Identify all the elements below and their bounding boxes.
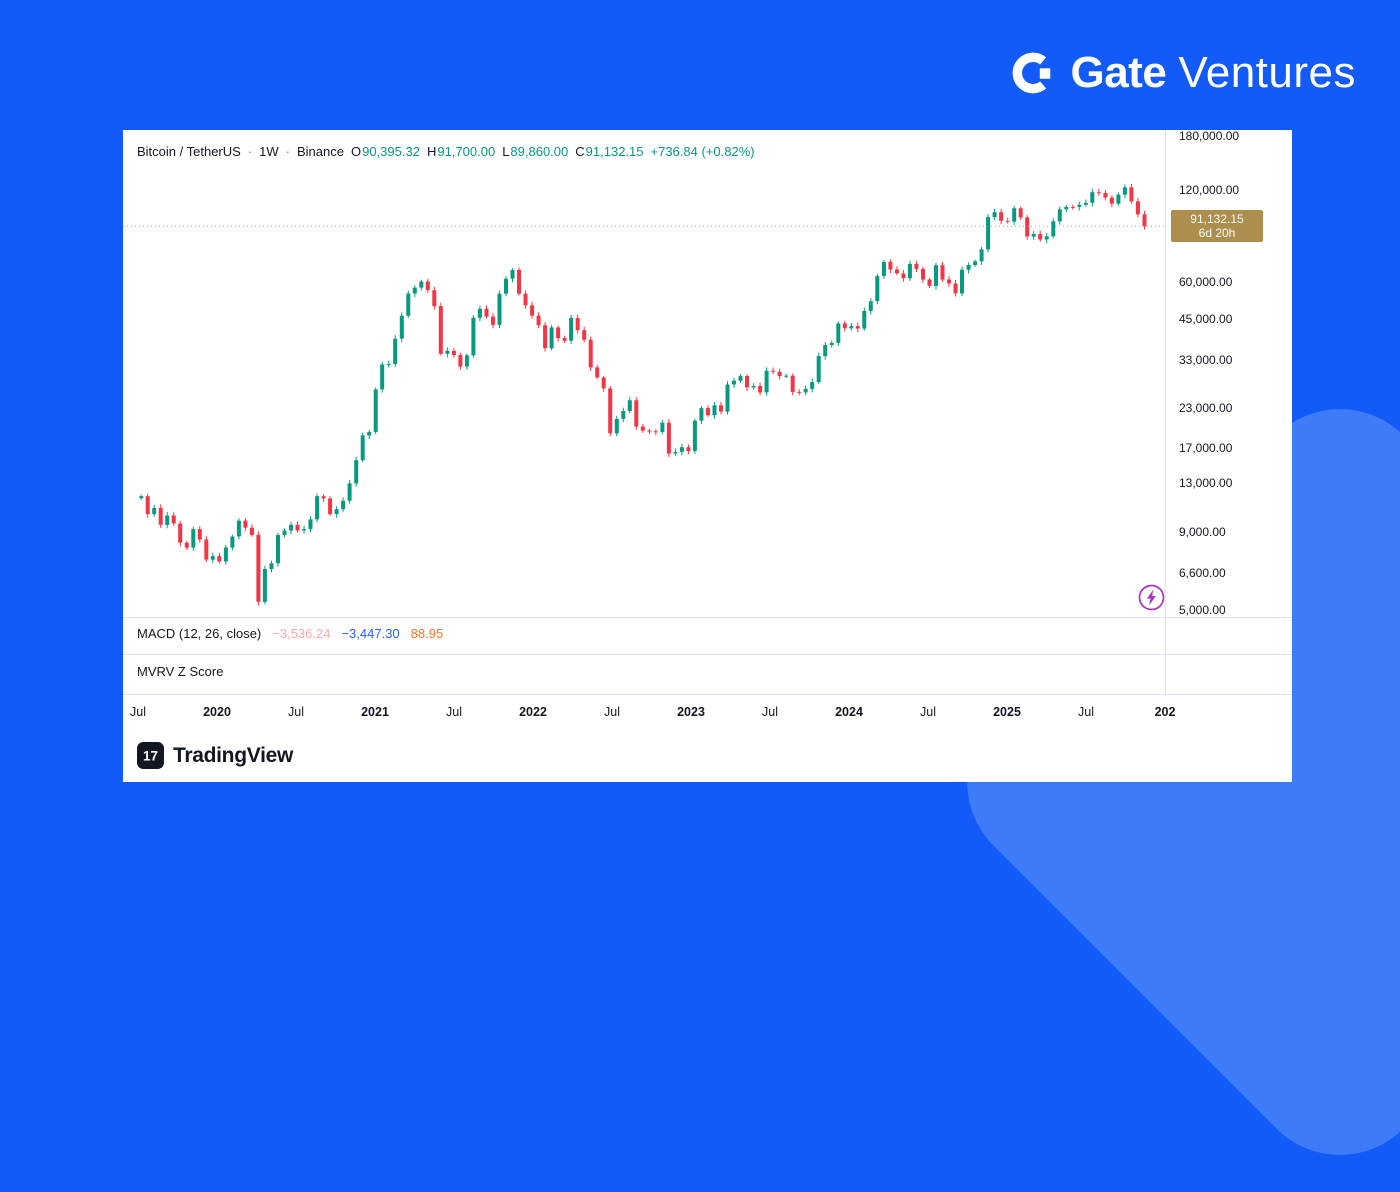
mvrv-status-row[interactable]: MVRV Z Score (137, 664, 223, 679)
time-axis-year-label: 2021 (361, 705, 389, 719)
symbol-legend: Bitcoin / TetherUS · 1W · Binance O90,39… (137, 144, 755, 159)
time-axis-month-label: Jul (604, 705, 620, 719)
tradingview-attribution[interactable]: 17 TradingView (137, 742, 293, 769)
time-axis-month-label: Jul (1078, 705, 1094, 719)
price-axis-label: 33,000.00 (1179, 353, 1233, 367)
time-axis-year-label: 2020 (203, 705, 231, 719)
time-axis-year-label: 2024 (835, 705, 863, 719)
time-axis-year-label: 202 (1154, 705, 1176, 719)
ohlc-close: C91,132.15 (575, 144, 644, 159)
exchange-label: Binance (297, 144, 344, 159)
time-axis-month-label: Jul (920, 705, 936, 719)
price-axis-label: 45,000.00 (1179, 312, 1233, 326)
price-axis-label: 5,000.00 (1179, 603, 1226, 617)
legend-separator: · (285, 144, 290, 159)
interval-label[interactable]: 1W (259, 144, 279, 159)
time-axis-month-label: Jul (762, 705, 778, 719)
price-axis-label: 60,000.00 (1179, 275, 1233, 289)
boost-lightning-icon[interactable] (1138, 584, 1165, 611)
macd-status-row: MACD (12, 26, close) −3,536.24 −3,447.30… (137, 626, 443, 641)
price-axis[interactable]: 91,132.15 6d 20h 180,000.00 120,000.00 60,… (1165, 130, 1292, 695)
price-axis-label: 180,000.00 (1179, 130, 1240, 143)
price-axis-label: 23,000.00 (1179, 401, 1233, 415)
macd-histogram-value: −3,536.24 (272, 626, 331, 641)
time-axis-month-label: Jul (130, 705, 146, 719)
time-axis-year-label: 2022 (519, 705, 547, 719)
price-axis-label: 120,000.00 (1179, 183, 1240, 197)
svg-text:17: 17 (143, 749, 158, 764)
macd-signal-value: 88.95 (410, 626, 444, 641)
price-change: +736.84 (+0.82%) (650, 144, 755, 159)
time-axis-year-label: 2023 (677, 705, 705, 719)
time-axis[interactable]: Jul 2020 Jul 2021 Jul 2022 Jul 2023 Jul 2024 Jul 20… (123, 694, 1292, 732)
price-axis-label: 6,600.00 (1179, 566, 1226, 580)
candlestick-chart[interactable] (123, 130, 1165, 617)
price-axis-label: 9,000.00 (1179, 525, 1226, 539)
pane-separator[interactable] (123, 617, 1292, 618)
current-price-tag: 91,132.15 6d 20h (1171, 210, 1263, 242)
gate-ventures-logo: Gate Ventures (1010, 48, 1356, 98)
time-axis-month-label: Jul (288, 705, 304, 719)
ohlc-open: O90,395.32 (350, 144, 420, 159)
pane-separator[interactable] (123, 654, 1292, 655)
brand-name: Gate (1070, 48, 1167, 97)
time-axis-year-label: 2025 (993, 705, 1021, 719)
price-axis-label: 13,000.00 (1179, 476, 1233, 490)
bar-countdown: 6d 20h (1198, 226, 1236, 240)
legend-separator: · (247, 144, 253, 159)
current-price-value: 91,132.15 (1190, 212, 1244, 226)
ohlc-low: L89,860.00 (502, 144, 569, 159)
tradingview-chart-card: Bitcoin / TetherUS · 1W · Binance O90,39… (123, 130, 1292, 782)
gate-logo-icon (1013, 52, 1054, 94)
tradingview-wordmark: TradingView (173, 743, 294, 767)
time-axis-month-label: Jul (446, 705, 462, 719)
price-pane[interactable]: Bitcoin / TetherUS · 1W · Binance O90,39… (123, 130, 1165, 617)
brand-suffix: Ventures (1178, 48, 1356, 97)
macd-label[interactable]: MACD (12, 26, close) (137, 626, 262, 641)
mvrv-label[interactable]: MVRV Z Score (137, 664, 224, 679)
ohlc-high: H91,700.00 (426, 144, 496, 159)
price-axis-label: 17,000.00 (1179, 441, 1233, 455)
macd-line-value: −3,447.30 (341, 626, 400, 641)
tradingview-icon: 17 (137, 742, 164, 769)
symbol-name[interactable]: Bitcoin / TetherUS (137, 144, 241, 159)
